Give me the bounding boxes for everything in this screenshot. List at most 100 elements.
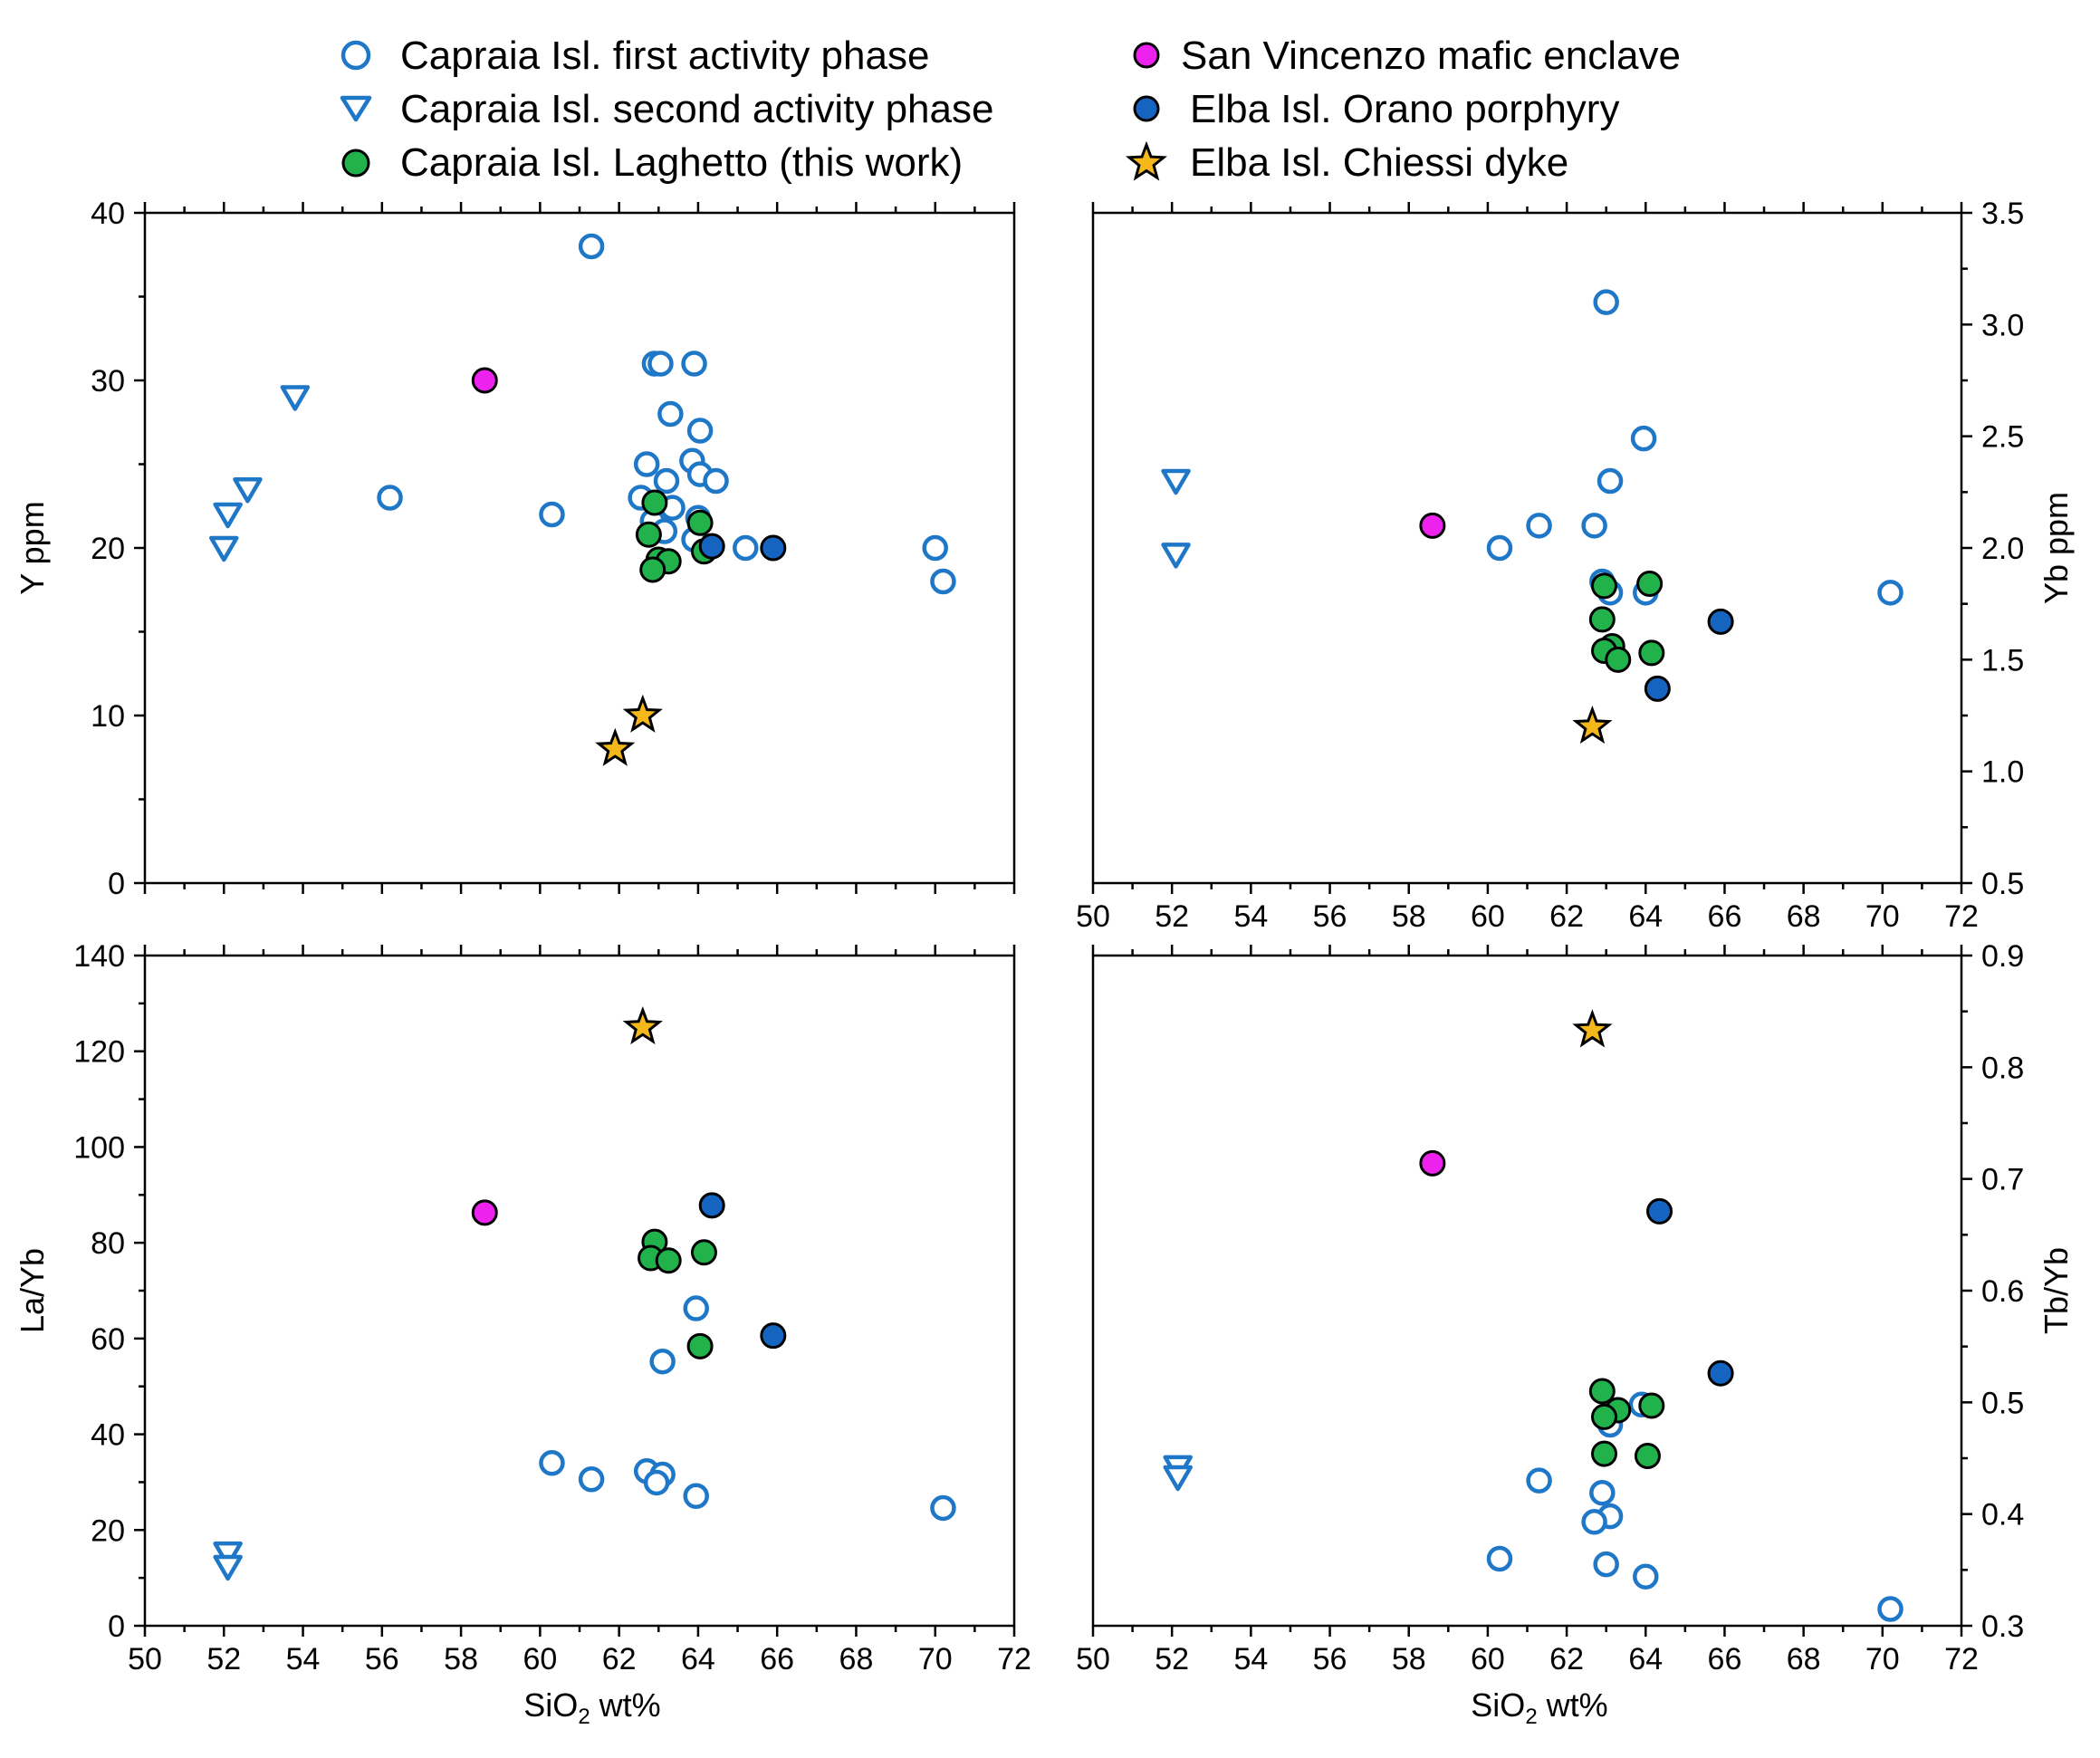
point-cap2 — [1163, 1465, 1193, 1492]
point-lag — [1605, 646, 1632, 673]
point-lag — [1591, 572, 1618, 600]
legend-label-cap2: Capraia Isl. second activity phase — [400, 87, 993, 131]
panel-1: 0 10 20 30 40 Y ppm — [14, 197, 1016, 901]
legend-entry-lag: Capraia Isl. Laghetto (this work) — [341, 140, 963, 185]
y-tick-label: 0 — [108, 867, 125, 901]
legend-entry-cap1: Capraia Isl. first activity phase — [340, 34, 929, 78]
y-axis-title: Tb/Yb — [2038, 1247, 2075, 1334]
y-tick-label: 60 — [91, 1322, 125, 1357]
point-cap1 — [922, 534, 948, 562]
x-tick-label: 72 — [1944, 899, 1979, 934]
y-axis-title: La/Yb — [14, 1248, 51, 1333]
point-elc — [622, 694, 663, 733]
point-cap2 — [1161, 468, 1191, 495]
point-elo — [1707, 608, 1734, 635]
x-tick-label: 58 — [1392, 1642, 1426, 1676]
point-cap2 — [280, 385, 311, 411]
y-tick-label: 0.6 — [1981, 1274, 2024, 1309]
y-tick-label: 20 — [91, 1513, 125, 1548]
point-cap1 — [1633, 1563, 1659, 1590]
x-tick-label: 62 — [1549, 899, 1584, 934]
point-cap1 — [1581, 513, 1607, 539]
point-cap1 — [1593, 289, 1619, 315]
point-cap1 — [578, 1466, 605, 1493]
point-elc — [622, 1006, 663, 1045]
legend-label-elo: Elba Isl. Orano porphyry — [1190, 87, 1619, 131]
x-tick-label: 56 — [1313, 899, 1347, 934]
x-tick-label: 60 — [1471, 899, 1505, 934]
legend-marker-cap1 — [340, 40, 371, 71]
point-cap2 — [213, 1554, 243, 1581]
panel-2: 50 52 54 56 58 60 62 64 66 68 70 720.5 1.0 1.5 2.0 2.5 3… — [1076, 197, 2075, 934]
x-axis-title-left: SiO2 wt% — [523, 1686, 660, 1729]
x-tick-label: 58 — [1392, 899, 1426, 934]
point-elo — [1707, 1359, 1734, 1387]
point-cap1 — [1589, 1479, 1616, 1506]
point-cap1 — [683, 1483, 709, 1510]
point-cap1 — [683, 1295, 709, 1321]
x-tick-label: 68 — [1787, 1642, 1821, 1676]
x-tick-label: 70 — [1865, 1642, 1900, 1676]
y-tick-label: 0 — [108, 1609, 125, 1644]
point-cap2 — [213, 1541, 243, 1568]
plot-frame — [1091, 954, 1963, 1628]
x-tick-label: 72 — [1944, 1642, 1979, 1676]
point-cap1 — [1630, 425, 1657, 452]
y-tick-label: 0.5 — [1981, 1386, 2024, 1420]
panel-4: 50 52 54 56 58 60 62 64 66 68 70 720.3 0.4 0.5 0.6 0.7 0… — [1076, 939, 2075, 1676]
x-tick-label: 52 — [1155, 1642, 1189, 1676]
point-cap1 — [1526, 1467, 1552, 1494]
x-axis-title-right: SiO2 wt% — [1471, 1686, 1607, 1729]
y-tick-label: 3.5 — [1981, 197, 2024, 231]
point-cap2 — [213, 502, 243, 529]
x-tick-label: 50 — [1076, 899, 1110, 934]
legend-marker-svm — [1133, 42, 1160, 69]
y-tick-label: 2.0 — [1981, 532, 2024, 566]
point-cap1 — [539, 501, 565, 528]
x-tick-label: 62 — [602, 1642, 637, 1676]
legend-label-svm: San Vincenzo mafic enclave — [1181, 34, 1681, 78]
x-tick-label: 64 — [681, 1642, 715, 1676]
point-elo — [698, 533, 725, 560]
point-cap1 — [1486, 1545, 1513, 1572]
x-tick-label: 54 — [1233, 899, 1268, 934]
panel-3: 50 52 54 56 58 60 62 64 66 68 70 72 0 20 40 60 80 100 120 1… — [14, 939, 1031, 1676]
legend: Capraia Isl. first activity phase Caprai… — [340, 34, 1681, 185]
x-tick-label: 66 — [1708, 899, 1742, 934]
y-tick-label: 0.9 — [1981, 939, 2024, 974]
x-tick-label: 66 — [760, 1642, 794, 1676]
point-cap1 — [1581, 1509, 1607, 1535]
x-tick-label: 54 — [286, 1642, 321, 1676]
point-cap1 — [633, 451, 660, 477]
plot-frame — [143, 954, 1016, 1628]
x-tick-label: 70 — [1865, 899, 1900, 934]
y-tick-label: 1.5 — [1981, 643, 2024, 677]
point-cap1 — [657, 400, 684, 427]
point-svm — [1419, 512, 1446, 539]
y-tick-label: 120 — [73, 1035, 125, 1070]
legend-entry-svm: San Vincenzo mafic enclave — [1133, 34, 1681, 78]
y-tick-label: 40 — [91, 197, 125, 231]
point-elc — [1572, 1009, 1613, 1048]
point-elo — [760, 534, 787, 562]
point-cap1 — [539, 1450, 565, 1476]
x-tick-label: 60 — [523, 1642, 557, 1676]
y-tick-label: 3.0 — [1981, 308, 2024, 342]
point-elo — [698, 1192, 725, 1219]
legend-label-lag: Capraia Isl. Laghetto (this work) — [400, 140, 963, 185]
point-cap1 — [681, 351, 707, 377]
point-cap1 — [1486, 534, 1513, 562]
x-tick-label: 62 — [1549, 1642, 1584, 1676]
y-tick-label: 0.7 — [1981, 1163, 2024, 1197]
y-tick-label: 30 — [91, 364, 125, 399]
point-cap1 — [1597, 467, 1624, 495]
legend-marker-cap2 — [340, 95, 372, 122]
point-lag — [1588, 1378, 1616, 1405]
point-cap2 — [1161, 543, 1191, 569]
x-tick-label: 72 — [997, 1642, 1031, 1676]
y-tick-label: 0.8 — [1981, 1051, 2024, 1085]
point-lag — [1638, 639, 1665, 667]
legend-marker-elo — [1133, 95, 1160, 122]
x-tick-label: 64 — [1628, 899, 1663, 934]
